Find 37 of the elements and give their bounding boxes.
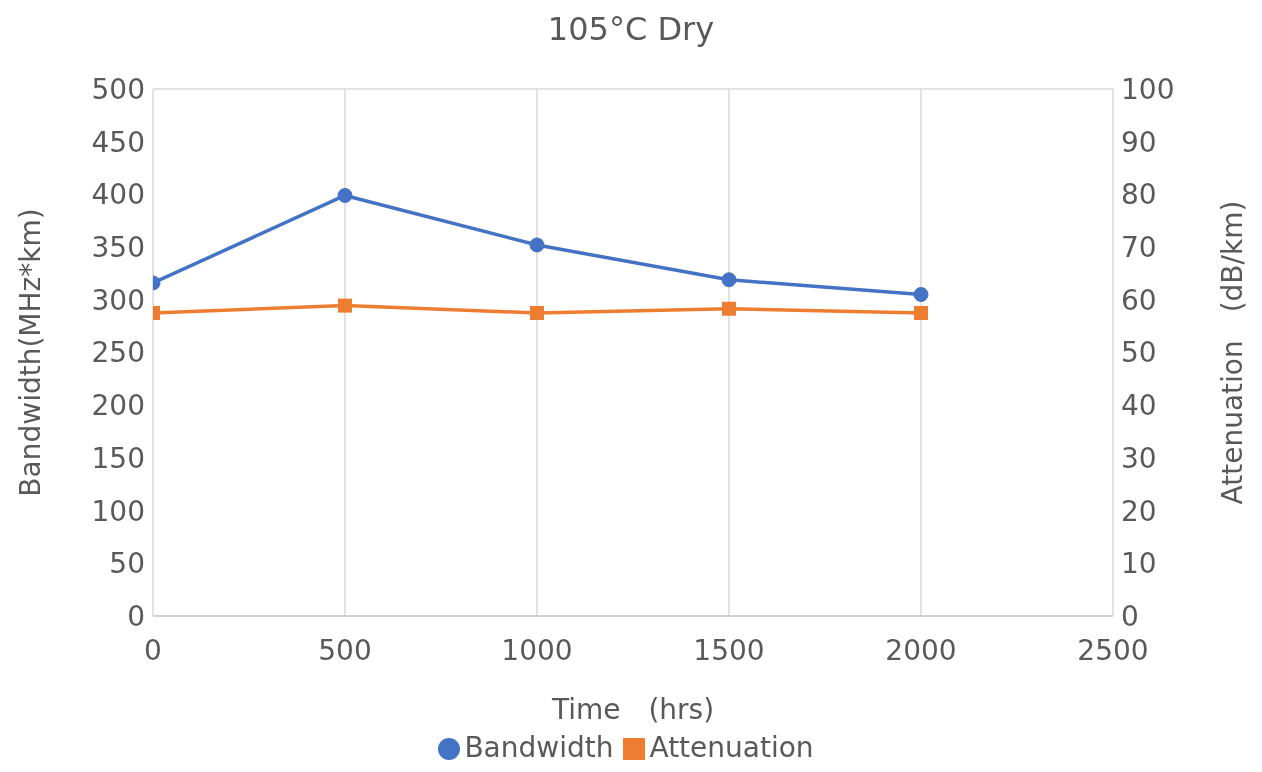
point [529, 237, 545, 253]
y2-tick-label: 30 [1121, 441, 1157, 475]
point [721, 272, 737, 288]
y2-tick-label: 10 [1121, 547, 1157, 581]
y-tick-label: 450 [91, 125, 145, 159]
y-tick-label: 0 [127, 599, 145, 633]
y2-tick-label: 70 [1121, 231, 1157, 265]
y2-tick-label: 90 [1121, 125, 1157, 159]
legend-label: Attenuation [649, 731, 814, 764]
y2-tick-label: 50 [1121, 336, 1157, 370]
y2-tick-label: 100 [1121, 72, 1175, 106]
y2-tick-label: 80 [1121, 178, 1157, 212]
y2-tick-label: 20 [1121, 494, 1157, 528]
y-tick-label: 250 [91, 336, 145, 370]
y2-axis-title: Attenuation (dB/km) [1215, 200, 1249, 505]
y-axis-title: Bandwidth(MHz*km) [13, 208, 47, 497]
x-tick-label: 500 [318, 633, 372, 667]
y2-tick-label: 60 [1121, 283, 1157, 317]
y-tick-label: 200 [91, 389, 145, 423]
y-tick-label: 400 [91, 178, 145, 212]
point [337, 187, 353, 203]
y-tick-label: 150 [91, 441, 145, 475]
y-tick-label: 500 [91, 72, 145, 106]
y-tick-label: 100 [91, 494, 145, 528]
x-tick-label: 1000 [501, 633, 573, 667]
y2-tick-label: 40 [1121, 389, 1157, 423]
y-tick-label: 350 [91, 231, 145, 265]
x-tick-label: 1500 [693, 633, 765, 667]
legend-label: Bandwidth [464, 731, 614, 764]
x-tick-label: 2500 [1077, 633, 1149, 667]
y2-tick-label: 0 [1121, 599, 1139, 633]
chart-title: 105°C Dry [546, 10, 716, 48]
y-tick-label: 300 [91, 283, 145, 317]
x-tick-label: 2000 [885, 633, 957, 667]
y-tick-label: 50 [109, 547, 145, 581]
x-axis-title: Time (hrs) [550, 693, 715, 726]
point [913, 287, 929, 303]
